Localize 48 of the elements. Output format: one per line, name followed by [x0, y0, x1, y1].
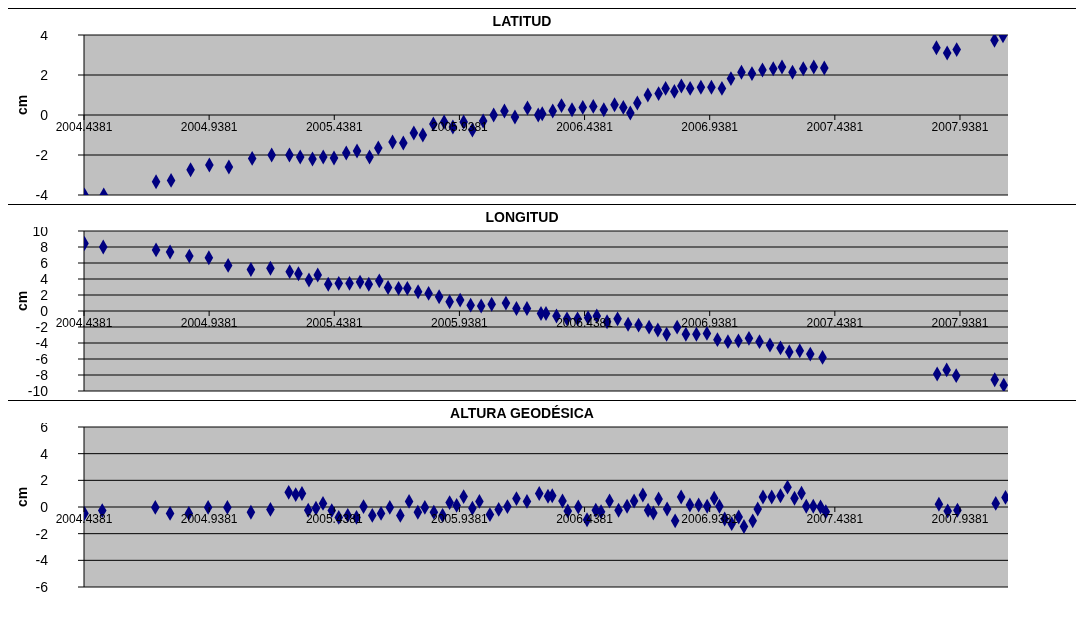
y-tick-label: 10 — [32, 222, 49, 239]
y-tick-label: 4 — [40, 26, 49, 43]
y-tick-label: 6 — [40, 418, 49, 435]
y-tick-label: 0 — [40, 302, 49, 319]
y-tick-label: -8 — [35, 366, 49, 383]
y-tick-label: -2 — [35, 525, 49, 542]
x-tick-label: 2007.4381 — [806, 120, 864, 134]
y-tick-label: -4 — [35, 552, 49, 569]
y-tick-label: -10 — [27, 382, 49, 399]
y-tick-label: -2 — [35, 318, 49, 335]
y-tick-label: -2 — [35, 146, 49, 163]
y-tick-label: 0 — [40, 498, 49, 515]
x-tick-label: 2004.9381 — [180, 120, 238, 134]
x-tick-label: 2007.9381 — [931, 316, 989, 330]
x-tick-label: 2006.4381 — [556, 120, 614, 134]
x-tick-label: 2007.4381 — [806, 512, 864, 526]
y-tick-label: 0 — [40, 106, 49, 123]
y-tick-label: -6 — [35, 350, 49, 367]
y-tick-label: -4 — [35, 186, 49, 203]
y-tick-label: 4 — [40, 270, 49, 287]
y-axis-title: cm — [13, 94, 30, 115]
x-tick-label: 2006.9381 — [681, 120, 739, 134]
x-tick-label: 2004.4381 — [55, 316, 113, 330]
x-tick-label: 2005.4381 — [305, 120, 363, 134]
x-tick-label: 2004.4381 — [55, 120, 113, 134]
chart-title: LONGITUD — [485, 209, 559, 225]
x-tick-label: 2007.9381 — [931, 512, 989, 526]
x-tick-label: 2007.9381 — [931, 120, 989, 134]
y-tick-label: 2 — [40, 286, 49, 303]
x-tick-label: 2005.9381 — [431, 512, 489, 526]
chart-title: LATITUD — [492, 13, 552, 29]
y-tick-label: 2 — [40, 472, 49, 489]
y-tick-label: -4 — [35, 334, 49, 351]
y-tick-label: 2 — [40, 66, 49, 83]
y-axis-title: cm — [13, 290, 30, 311]
y-tick-label: 4 — [40, 445, 49, 462]
x-tick-label: 2007.4381 — [806, 316, 864, 330]
x-tick-label: 2004.9381 — [180, 512, 238, 526]
chart-title: ALTURA GEODÉSICA — [450, 405, 594, 421]
x-tick-label: 2005.9381 — [431, 316, 489, 330]
y-tick-label: 6 — [40, 254, 49, 271]
x-tick-label: 2004.4381 — [55, 512, 113, 526]
y-tick-label: 8 — [40, 238, 49, 255]
y-axis-title: cm — [13, 486, 30, 507]
x-tick-label: 2004.9381 — [180, 316, 238, 330]
x-tick-label: 2006.9381 — [681, 316, 739, 330]
y-tick-label: -6 — [35, 578, 49, 595]
x-tick-label: 2005.4381 — [305, 316, 363, 330]
